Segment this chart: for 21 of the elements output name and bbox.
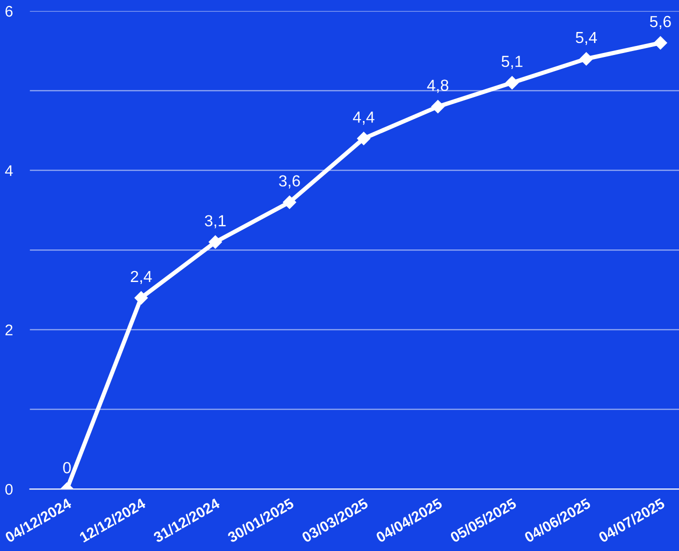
data-label: 3,1 — [204, 215, 226, 228]
data-label: 5,4 — [576, 32, 597, 46]
data-label: 2,4 — [130, 270, 152, 284]
data-label: 5,6 — [650, 16, 671, 30]
y-tick-label: 6 — [5, 6, 13, 17]
point — [134, 291, 148, 304]
data-label: 0 — [63, 462, 71, 474]
data-label: 5,1 — [502, 56, 522, 69]
point — [654, 36, 668, 50]
data-label: 4,4 — [352, 112, 374, 125]
data-label: 4,8 — [427, 80, 448, 93]
data-label: 3,6 — [279, 175, 300, 188]
y-tick-label: 0 — [5, 484, 13, 495]
point — [505, 76, 519, 90]
point — [357, 132, 370, 146]
y-tick-label: 2 — [5, 324, 12, 336]
point — [208, 235, 222, 249]
y-tick-label: 4 — [5, 165, 13, 176]
point — [282, 196, 296, 209]
point — [580, 52, 593, 66]
point — [431, 100, 444, 114]
